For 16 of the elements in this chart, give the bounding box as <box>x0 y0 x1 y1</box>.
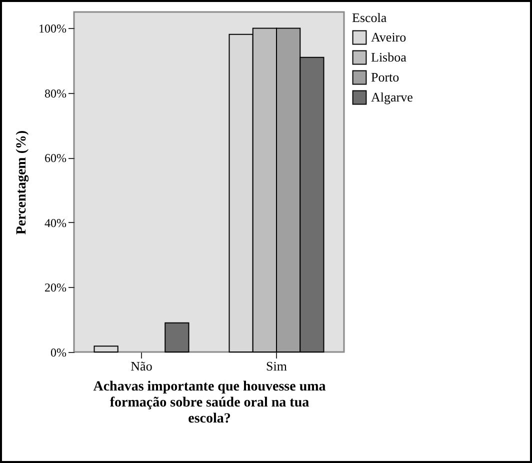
y-tick-label: 80% <box>44 86 66 100</box>
y-tick-label: 20% <box>44 280 66 295</box>
legend-label: Algarve <box>371 90 414 104</box>
y-tick-label: 100% <box>38 22 66 36</box>
y-tick-label: 0% <box>50 346 66 360</box>
legend-label: Aveiro <box>371 30 406 44</box>
y-axis-title: Percentagem (%) <box>14 130 30 235</box>
x-tick-label: Sim <box>266 358 287 374</box>
legend-label: Lisboa <box>371 50 407 64</box>
legend-title: Escola <box>352 10 387 25</box>
x-tick-label: Não <box>130 358 152 374</box>
bar <box>164 322 190 352</box>
y-tick-label: 60% <box>44 151 66 166</box>
x-axis-title: Achavas importante que houvesse uma formação sobre saúde oral na tua escola? <box>93 380 326 426</box>
legend-label: Porto <box>371 70 400 84</box>
y-tick-label: 40% <box>44 216 66 230</box>
